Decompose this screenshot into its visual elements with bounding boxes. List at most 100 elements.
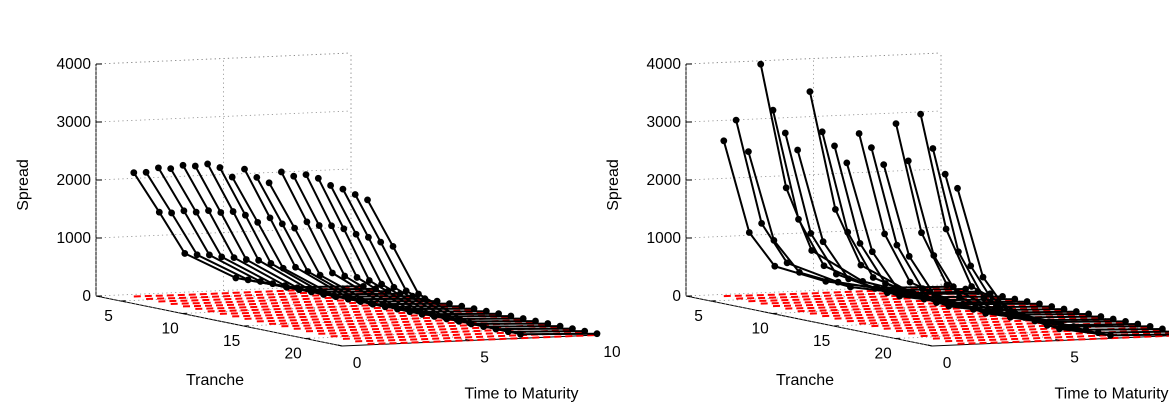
chart-0-data-point-7-1 [242,211,249,219]
chart-0-data-point-14-3 [404,305,412,312]
chart-0-data-point-3-2 [218,253,226,261]
chart-1-z-axis-title: Spread [605,159,622,211]
chart-1-data-point-11-0 [855,130,863,137]
chart-1-data-point-17-1 [955,248,962,256]
chart-0-data-point-19-5 [593,330,601,338]
chart-1-tranche-tick-label-0: 5 [694,308,703,325]
chart-1-data-point-3-0 [757,60,765,68]
chart-0-z-tick-label-4: 4000 [57,56,92,73]
chart-1-data-point-12-5 [1097,313,1105,320]
chart-0-data-point-12-2 [329,269,336,277]
chart-0-grid-top-back [95,52,352,65]
chart-0-data-point-19-4 [517,330,524,338]
chart-1-data-point-19-3 [1056,325,1063,333]
chart-1-data-point-15-0 [904,157,912,165]
chart-1-data-point-9-1 [856,240,864,247]
chart-0-data-point-9-1 [266,214,274,222]
chart-0-data-point-2-1 [180,207,188,215]
chart-0-z-tick-label-1: 1000 [57,230,92,247]
chart-1-data-point-12-0 [868,144,875,152]
chart-1-data-point-16-1 [942,225,950,233]
chart-0-data-point-18-1 [377,238,385,246]
chart-1-data-point-16-2 [968,283,975,290]
chart-0-data-point-4-3 [281,282,289,289]
chart-0-data-point-3-3 [269,280,277,288]
chart-0-data-point-19-0 [364,196,371,204]
chart-1-data-point-14-2 [943,281,951,289]
chart-1-data-point-16-0 [917,110,924,118]
chart-1-data-point-10-2 [894,285,902,293]
chart-0-data-point-1-0 [142,168,150,176]
chart-0-data-point-16-0 [327,182,334,189]
chart-1-data-point-2-0 [745,148,752,156]
chart-1-tranche-tick-label-3: 20 [874,346,892,363]
chart-1-data-point-19-1 [979,273,987,281]
chart-1-data-point-16-5 [1146,322,1154,330]
chart-0-data-point-10-3 [355,296,363,304]
chart-0-data-point-12-0 [278,168,285,176]
chart-0-data-point-4-2 [230,254,238,262]
chart-1-data-point-8-0 [818,128,826,136]
chart-0-data-point-1-3 [244,276,252,284]
chart-0-data-point-6-1 [229,208,237,215]
chart-0-data-point-16-1 [352,230,360,238]
chart-1-data-point-0-1 [745,229,753,236]
chart-1-data-point-9-2 [882,280,889,287]
chart-1-data-point-15-1 [930,252,938,259]
chart-0-data-point-17-2 [390,283,398,291]
chart-0-data-point-3-0 [167,165,175,173]
chart-1-data-point-2-3 [847,283,854,291]
chart-1-data-point-8-1 [844,228,852,236]
chart-1-data-point-2-2 [796,268,803,276]
chart-1-black-series-line-19 [956,188,1169,337]
chart-1-data-point-6-2 [845,275,852,283]
chart-0-data-point-3-1 [192,208,200,216]
chart-0-data-point-6-0 [204,160,212,168]
chart-1-red-series-line-19 [957,334,1169,345]
chart-0-data-point-19-1 [389,242,397,250]
chart-0-time-tick-mark-2 [592,333,598,336]
chart-1-black-series-line-3 [759,63,991,295]
chart-1-data-point-18-2 [992,303,1000,310]
chart-0-data-point-15-1 [340,225,348,233]
chart-1-data-point-14-5 [1122,317,1129,325]
chart-1-data-point-5-1 [807,230,815,237]
chart-0-z-tick-label-2: 2000 [57,172,92,189]
chart-1-data-point-4-1 [795,215,802,223]
chart-1-z-tick-label-4: 4000 [647,56,682,73]
chart-1-data-point-1-2 [783,259,791,267]
chart-0-data-point-12-1 [303,218,311,226]
chart-1-data-point-5-2 [832,270,840,278]
chart-1-time-axis-title: Time to Maturity [1054,386,1168,403]
chart-1-data-point-1-0 [732,116,740,124]
chart-1-data-point-13-3 [982,309,990,317]
chart-0-data-point-15-3 [416,307,424,315]
chart-1-data-point-0-0 [720,137,728,145]
chart-0-data-point-9-0 [241,165,248,173]
chart-0-tranche-tick-label-2: 15 [223,333,240,350]
chart-0-data-point-17-0 [339,185,347,193]
chart-1-time-tick-label-1: 5 [1070,350,1079,367]
chart-0-black-series-line-19 [366,199,598,336]
chart-0-tranche-tick-label-0: 5 [104,308,113,325]
chart-1-data-point-7-2 [857,261,865,269]
chart-0-data-point-17-1 [365,233,372,241]
chart-0-data-point-11-2 [316,271,324,279]
chart-0-data-point-13-3 [392,303,400,311]
chart-0-z-axis-title: Spread [15,159,32,211]
chart-1-data-point-13-1 [905,252,913,260]
chart-0-data-point-6-2 [255,256,262,264]
chart-1-data-point-8-5 [1048,303,1056,310]
chart-0-data-point-16-2 [378,280,385,288]
chart-0-data-point-5-0 [191,162,199,170]
chart-0-data-point-10-2 [304,268,312,275]
chart-1-data-point-18-1 [967,262,975,270]
chart-0-data-point-8-3 [330,292,338,299]
chart-1-time-tick-label-0: 0 [943,355,952,372]
chart-1-data-point-17-5 [1159,325,1166,333]
chart-0-data-point-12-3 [380,300,387,308]
chart-1-data-point-17-0 [929,145,937,152]
chart-1-data-point-7-5 [1036,300,1043,308]
chart-0-data-point-8-2 [279,264,287,272]
